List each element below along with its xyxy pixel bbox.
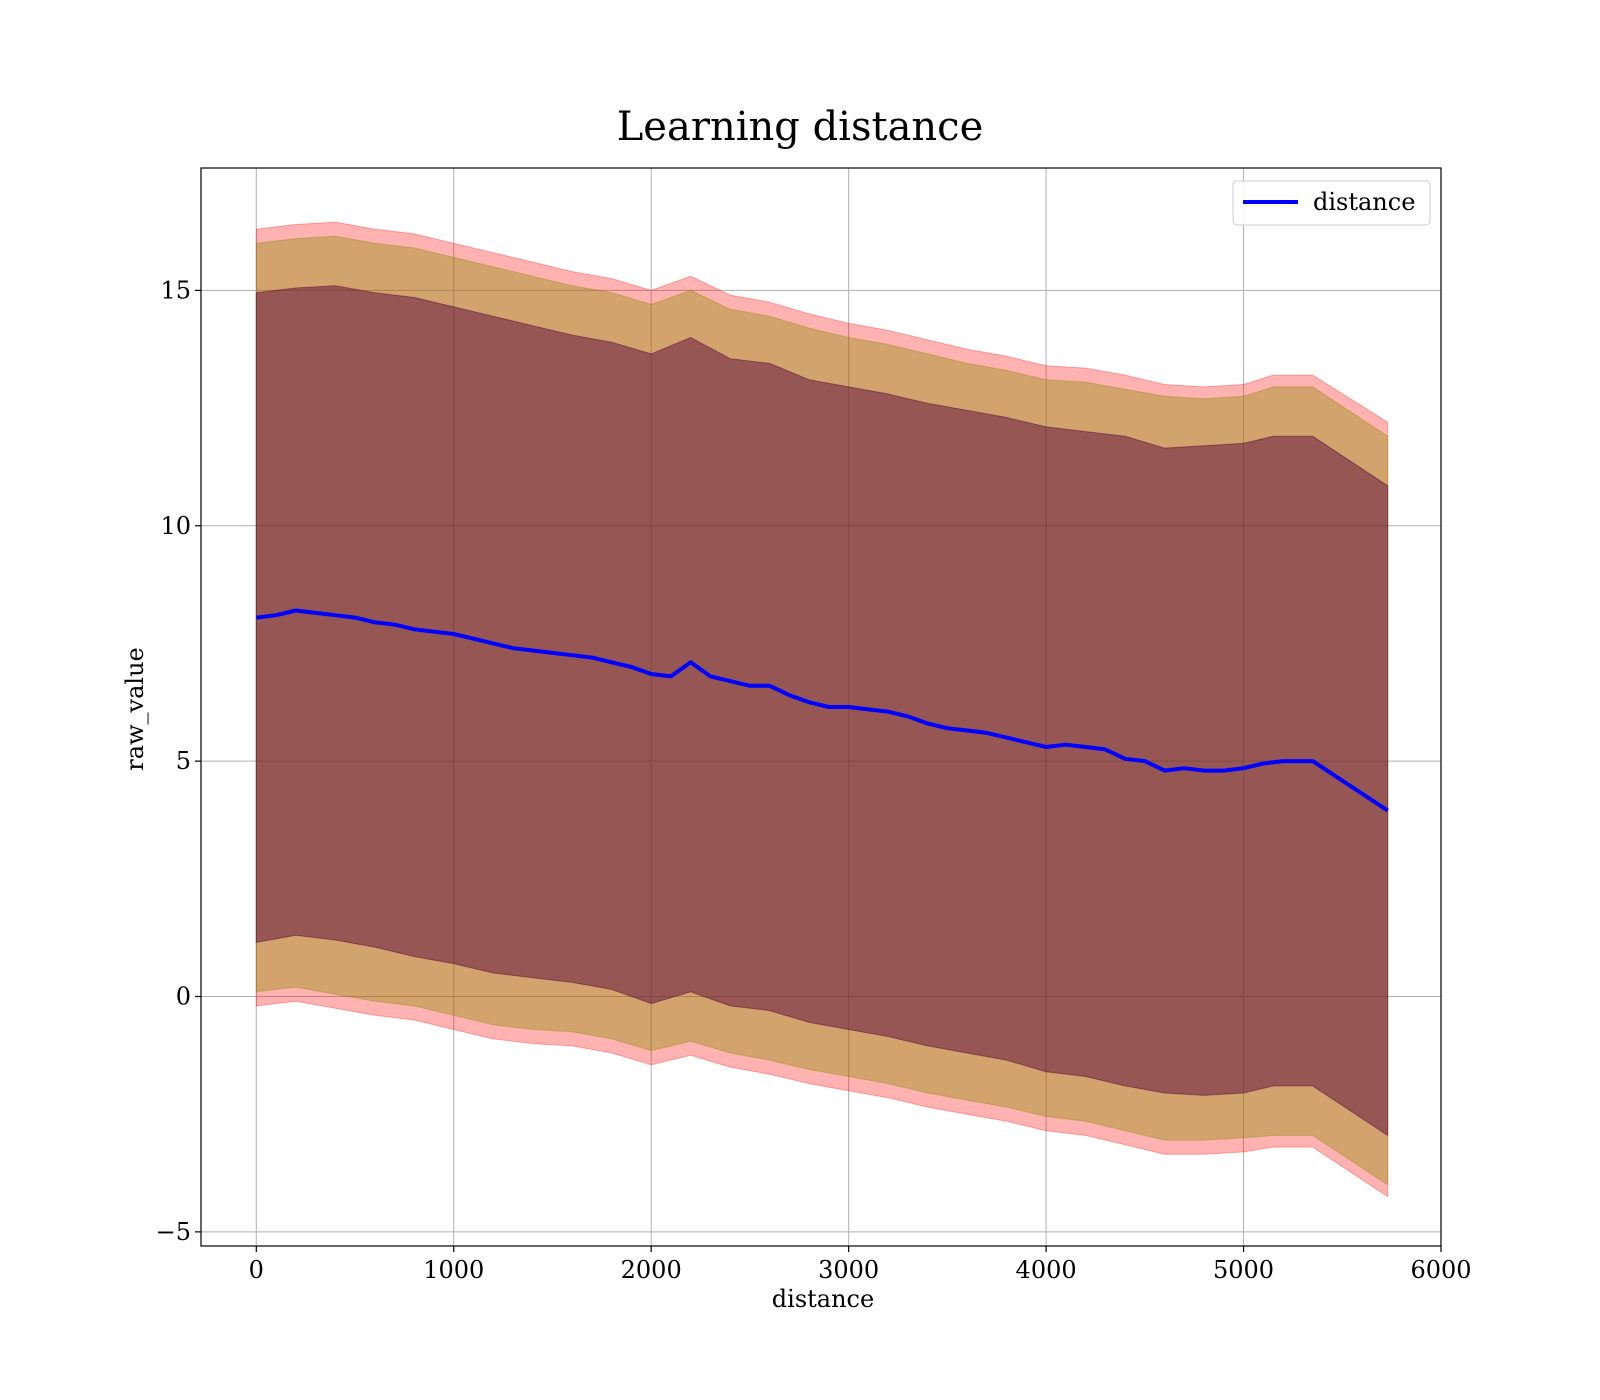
y-tick-label: 10 bbox=[160, 512, 191, 540]
y-axis-label: raw_value bbox=[121, 647, 149, 771]
series-line-distance bbox=[256, 608, 1389, 813]
x-axis-label: distance bbox=[772, 1285, 874, 1313]
x-tick-label: 0 bbox=[249, 1256, 264, 1284]
plot-frame bbox=[200, 167, 1442, 1247]
chart-title: Learning distance bbox=[617, 104, 984, 150]
band-inner bbox=[255, 285, 1389, 1137]
x-tick-label: 4000 bbox=[1016, 1256, 1077, 1284]
legend: distance bbox=[1232, 180, 1431, 226]
y-tick-label: 0 bbox=[176, 983, 191, 1011]
axis-ticks: 0 1000 2000 3000 4000 5000 6000 −5 0 5 10 15 bbox=[156, 276, 1472, 1284]
x-tick-label: 5000 bbox=[1213, 1256, 1274, 1284]
x-tick-label: 1000 bbox=[423, 1256, 484, 1284]
x-tick-label: 2000 bbox=[621, 1256, 682, 1284]
y-tick-label: 5 bbox=[176, 747, 191, 775]
confidence-bands bbox=[255, 221, 1389, 1198]
x-tick-label: 3000 bbox=[818, 1256, 879, 1284]
series-layer bbox=[256, 608, 1389, 813]
y-tick-label: −5 bbox=[156, 1218, 191, 1246]
legend-label: distance bbox=[1313, 188, 1415, 216]
y-tick-label: 15 bbox=[160, 276, 191, 304]
legend-box bbox=[1232, 180, 1431, 226]
x-tick-label: 6000 bbox=[1410, 1256, 1471, 1284]
